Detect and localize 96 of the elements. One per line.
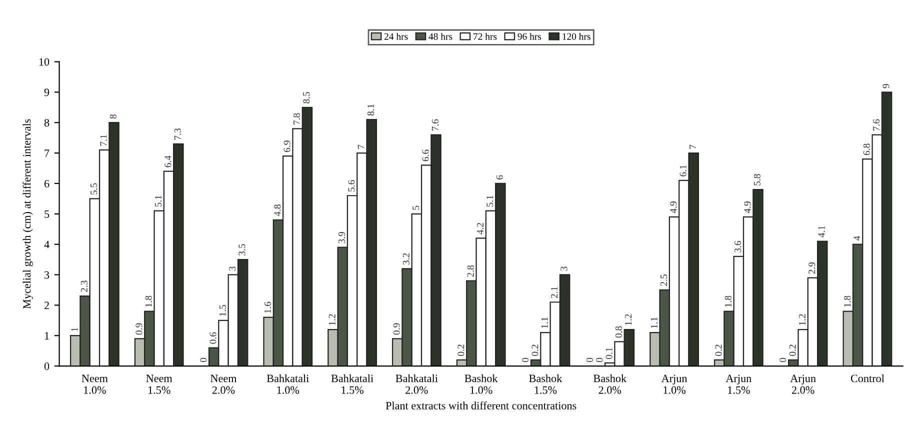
data-label: 4.2 xyxy=(476,222,484,234)
data-label: 4.8 xyxy=(274,204,281,216)
y-tick-label: 0 xyxy=(44,362,50,370)
data-label: 1.6 xyxy=(264,302,272,313)
data-label: 3 xyxy=(229,266,236,271)
x-tick-label: Bashok 1.0% xyxy=(464,374,498,394)
y-tick-label: 8 xyxy=(44,119,50,127)
legend-label: 24 hrs xyxy=(384,32,408,40)
data-label: 4.9 xyxy=(744,202,751,214)
data-label: 6.9 xyxy=(284,140,290,152)
data-label: 0 xyxy=(200,358,207,362)
x-tick-label: Neem 2.0% xyxy=(210,374,237,394)
x-axis-title: Plant extracts with different concentrations xyxy=(386,402,576,410)
data-label: 8.5 xyxy=(303,92,310,104)
legend-label: 96 hrs xyxy=(518,32,542,40)
x-tick-label: Arjun 2.0% xyxy=(790,374,816,394)
x-tick-label: Bashok 1.5% xyxy=(529,374,562,394)
x-tick-label: Neem 1.0% xyxy=(82,374,108,394)
data-label: 3.9 xyxy=(338,232,346,244)
data-label: 0.9 xyxy=(136,323,142,335)
x-tick-label: Arjun 1.0% xyxy=(661,374,688,394)
data-label: 1.2 xyxy=(798,314,806,326)
data-label: 4.9 xyxy=(670,202,677,214)
data-label: 0.6 xyxy=(210,332,216,344)
data-label: 0 xyxy=(780,358,786,362)
data-label: 1 xyxy=(71,328,78,332)
data-label: 3.6 xyxy=(734,240,742,252)
data-label: 1.8 xyxy=(844,296,851,307)
legend-label: 72 hrs xyxy=(474,32,497,40)
data-label: 0.8 xyxy=(615,326,622,338)
data-label: 0 xyxy=(522,358,529,362)
data-label: 0 xyxy=(596,358,603,362)
data-label: 5.1 xyxy=(155,196,162,207)
data-label: 4.1 xyxy=(818,226,825,238)
data-label: 3 xyxy=(560,266,568,271)
x-tick-label: Bashok 2.0% xyxy=(594,374,627,394)
data-label: 0.2 xyxy=(458,344,464,356)
data-label: 0.2 xyxy=(532,344,538,356)
data-label: 3.5 xyxy=(238,244,246,256)
data-label: 2.3 xyxy=(80,280,88,292)
data-label: 7 xyxy=(358,144,364,149)
y-tick-label: 7 xyxy=(44,150,50,157)
legend-label: 120 hrs xyxy=(562,32,590,40)
data-label: 5.5 xyxy=(90,183,98,194)
data-label: 0 xyxy=(586,358,593,362)
data-label: 5.1 xyxy=(486,196,494,207)
data-label: 2.9 xyxy=(808,262,816,274)
y-tick-label: 2 xyxy=(44,302,49,310)
x-tick-label: Arjun 1.5% xyxy=(726,374,752,394)
data-label: 6.8 xyxy=(863,144,870,156)
y-tick-label: 5 xyxy=(44,210,50,218)
data-label: 8.1 xyxy=(367,104,374,116)
data-label: 1.2 xyxy=(328,314,336,326)
data-label: 6.6 xyxy=(422,150,429,162)
data-label: 2.8 xyxy=(467,265,474,277)
data-label: 9 xyxy=(882,84,890,88)
data-label: 0.1 xyxy=(606,348,612,359)
data-label: 1.2 xyxy=(625,314,632,326)
data-label: 7.3 xyxy=(174,128,181,140)
y-tick-label: 1 xyxy=(44,332,49,340)
x-tick-label: Control xyxy=(850,374,884,382)
y-tick-label: 3 xyxy=(44,271,50,279)
data-label: 0.2 xyxy=(715,344,722,356)
legend-label: 48 hrs xyxy=(428,32,452,40)
data-label: 6.1 xyxy=(680,165,686,176)
data-label: 0.2 xyxy=(789,344,796,356)
data-label: 5.6 xyxy=(348,180,355,192)
data-label: 2.1 xyxy=(551,286,558,298)
data-label: 2.5 xyxy=(660,274,668,286)
data-label: 4 xyxy=(854,236,860,240)
data-label: 1.8 xyxy=(145,296,152,307)
data-label: 8 xyxy=(110,114,116,119)
y-tick-label: 4 xyxy=(44,240,50,248)
data-label: 1.1 xyxy=(541,317,548,328)
data-label: 6 xyxy=(496,175,503,180)
data-label: 6.4 xyxy=(164,156,172,168)
data-label: 7.8 xyxy=(293,113,300,124)
data-label: 7 xyxy=(690,144,696,149)
x-tick-label: Bahkatali 2.0% xyxy=(396,374,438,394)
data-label: 3.2 xyxy=(402,253,410,265)
data-label: 1.8 xyxy=(724,296,732,307)
data-label: 1.1 xyxy=(650,317,658,328)
x-tick-label: Neem 1.5% xyxy=(146,374,172,394)
x-tick-label: Bahkatali 1.5% xyxy=(331,374,374,394)
data-label: 5.8 xyxy=(754,174,760,186)
y-tick-label: 10 xyxy=(39,58,50,66)
x-tick-label: Bahkatali 1.0% xyxy=(266,374,309,394)
y-axis-title: Mycelial growth (cm) at different intervals xyxy=(22,119,33,309)
y-tick-label: 6 xyxy=(44,180,50,188)
data-label: 7.6 xyxy=(873,119,880,130)
data-label: 0.9 xyxy=(393,323,400,335)
data-label: 7.1 xyxy=(100,134,107,146)
y-tick-label: 9 xyxy=(44,88,50,96)
data-label: 5 xyxy=(412,206,420,210)
data-label: 7.6 xyxy=(432,119,438,130)
data-label: 1.5 xyxy=(219,304,226,316)
